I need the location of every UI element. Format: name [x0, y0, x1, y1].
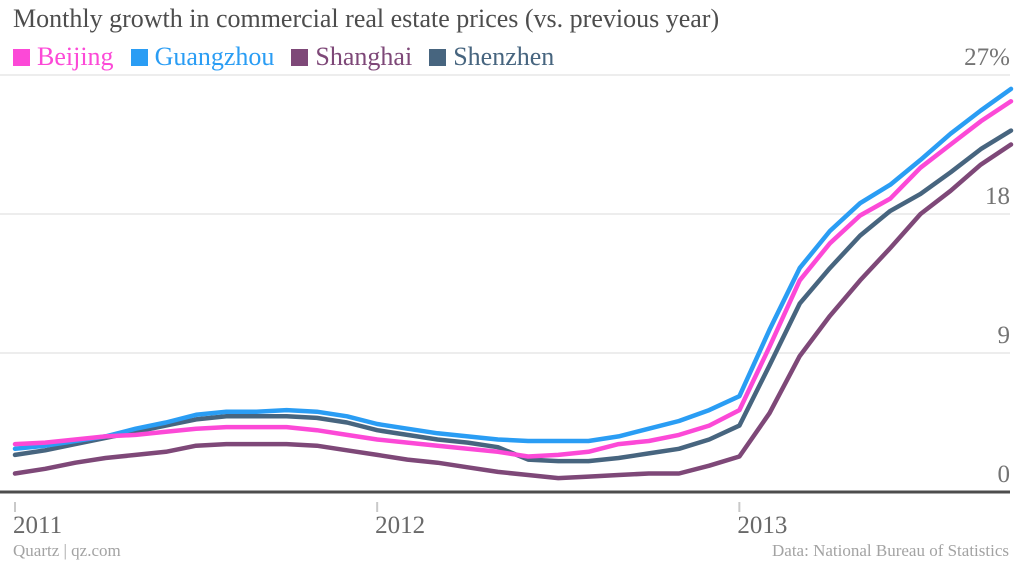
legend-label-shanghai: Shanghai [315, 42, 413, 71]
brand-attribution: Quartz | qz.com [13, 541, 121, 560]
legend-item-guangzhou: Guangzhou [130, 42, 275, 72]
legend-label-guangzhou: Guangzhou [154, 42, 275, 71]
legend-item-shenzhen: Shenzhen [429, 42, 554, 72]
y-axis-label-27: 27% [964, 44, 1010, 71]
legend-item-shanghai: Shanghai [291, 42, 412, 72]
x-axis-label-2012: 2012 [375, 512, 426, 539]
series-line-guangzhou [12, 86, 1014, 452]
source-attribution: Data: National Bureau of Statistics [772, 541, 1009, 560]
shanghai-swatch-icon [291, 48, 309, 66]
x-axis-label-2013: 2013 [737, 512, 788, 539]
legend-label-shenzhen: Shenzhen [453, 42, 555, 71]
series-line-beijing [12, 99, 1014, 459]
shenzhen-swatch-icon [429, 48, 447, 66]
series-line-shanghai [12, 142, 1014, 481]
legend-label-beijing: Beijing [37, 42, 114, 71]
x-axis-label-2011: 2011 [13, 512, 63, 539]
y-axis-label-0: 0 [997, 461, 1011, 488]
legend: Beijing Guangzhou Shanghai Shenzhen [13, 42, 554, 72]
beijing-swatch-icon [13, 48, 30, 66]
guangzhou-swatch-icon [130, 48, 148, 66]
y-axis-label-18: 18 [985, 183, 1010, 210]
legend-item-beijing: Beijing [13, 42, 114, 72]
chart-title: Monthly growth in commercial real estate… [13, 4, 720, 33]
y-axis-label-9: 9 [997, 322, 1011, 349]
series-line-shenzhen [12, 128, 1014, 464]
